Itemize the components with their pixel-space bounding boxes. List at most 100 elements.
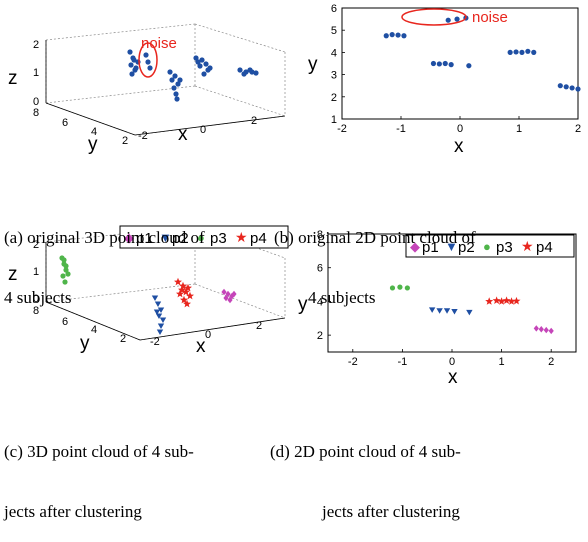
noise-point — [145, 59, 151, 65]
p1-point — [223, 294, 229, 302]
axis-grid-line — [45, 283, 196, 303]
panel-c-points — [59, 255, 237, 335]
legend-p1-label: p1 — [422, 239, 439, 256]
legend-p4-marker: ★ — [235, 229, 248, 245]
data-point — [575, 86, 581, 92]
p4-point — [183, 299, 191, 308]
p4-point — [174, 277, 182, 286]
panel-a-3d-plot: noise 2 1 0 8 6 4 2 -2 0 2 z y x — [8, 23, 286, 155]
x-tick-label: 1 — [516, 123, 522, 135]
data-point — [249, 69, 255, 75]
data-point — [133, 65, 139, 71]
p3-point — [404, 285, 410, 291]
legend-p3-label: p3 — [210, 230, 227, 247]
x-tick-label: -2 — [348, 356, 358, 368]
legend-p4-label: p4 — [536, 239, 553, 256]
p4-point — [179, 281, 187, 290]
data-point — [128, 62, 134, 68]
p1-point — [231, 290, 237, 298]
p1-point — [229, 292, 235, 300]
data-point — [448, 62, 454, 68]
legend-p2-label: p2 — [458, 239, 475, 256]
legend-box — [405, 234, 575, 258]
p3-point — [65, 271, 71, 277]
y-axis-line — [45, 102, 136, 136]
data-point — [442, 60, 448, 67]
caption-d-line1: (d) 2D point cloud of 4 sub- — [270, 442, 461, 461]
data-point — [175, 81, 181, 87]
y-tick-6: 6 — [62, 316, 68, 328]
data-point — [169, 77, 175, 83]
y-tick-label: 5 — [331, 25, 337, 37]
p2-point — [157, 307, 165, 313]
axis-grid-line — [45, 23, 196, 41]
noise-ellipse-2d — [401, 8, 467, 26]
z-axis-label: z — [8, 68, 18, 89]
legend-p4-label: p4 — [250, 230, 267, 247]
noise-label: noise — [141, 35, 177, 52]
x-tick-label: 1 — [499, 356, 505, 368]
legend-p3-label: p3 — [496, 239, 513, 256]
caption-b: (b) original 2D point cloud of 4 subject… — [274, 188, 476, 328]
data-point — [131, 57, 137, 63]
panel-b-ticks: -2 -1 0 1 2 1 2 3 4 5 6 — [331, 3, 581, 135]
axis-grid-line — [45, 85, 196, 104]
panel-d-legend: ◆ p1 ▼ p2 ● p3 ★ p4 — [405, 234, 575, 258]
data-point — [201, 71, 207, 77]
x-axis-label: x — [178, 124, 188, 145]
data-point — [454, 16, 460, 22]
axis-grid-line — [194, 85, 286, 117]
p2-point — [155, 313, 163, 319]
x-tick-label: -1 — [396, 123, 406, 135]
panel-b-2d-plot: -2 -1 0 1 2 1 2 3 4 5 6 noise y x — [308, 3, 581, 157]
y-tick-label: 4 — [317, 296, 323, 308]
x-tick-2: 2 — [256, 320, 262, 332]
p4-point — [186, 291, 194, 300]
z-axis-label: z — [8, 264, 18, 285]
x-tick-label: -1 — [398, 356, 408, 368]
panel-a-axes-box — [45, 23, 286, 136]
caption-a-line2: 4 subjects — [4, 288, 72, 307]
noise-point — [143, 52, 149, 58]
y-tick-4: 4 — [91, 126, 97, 138]
p3-point — [60, 273, 66, 279]
axis-grid-line — [194, 23, 286, 53]
y-tick-label: 1 — [331, 114, 337, 126]
x-axis-label: x — [196, 336, 206, 357]
data-point — [237, 67, 243, 73]
x-axis-label: x — [448, 367, 458, 388]
p4-point — [512, 296, 521, 305]
p2-point — [451, 309, 458, 315]
p4-point — [184, 283, 192, 292]
p3-point — [389, 285, 396, 291]
caption-d-line2: jects after clustering — [322, 502, 460, 521]
data-point — [174, 96, 180, 102]
x-axis-line — [139, 317, 286, 341]
legend-p2-marker: ▼ — [159, 230, 172, 245]
z-tick-2: 2 — [33, 239, 39, 251]
x-tick-label: 0 — [457, 123, 463, 135]
data-point — [563, 84, 569, 90]
y-tick-2: 2 — [120, 333, 126, 345]
z-tick-2: 2 — [33, 39, 39, 51]
p2-point — [156, 329, 164, 335]
y-axis-line — [45, 301, 141, 341]
legend-p2-marker: ▼ — [445, 239, 458, 254]
data-point — [172, 73, 178, 79]
data-point — [197, 63, 203, 69]
legend-p4-marker: ★ — [521, 238, 534, 254]
panel-d-ticks: -2 -1 0 1 2 2 4 6 8 — [317, 229, 554, 368]
x-tick-0: 0 — [205, 329, 211, 341]
caption-a: (a) original 3D point cloud of 4 subject… — [4, 188, 205, 328]
p4-point — [178, 285, 186, 294]
data-point — [127, 49, 133, 55]
p4-point — [182, 287, 190, 296]
p1-point — [543, 326, 549, 334]
y-tick-8: 8 — [33, 107, 39, 119]
data-point — [389, 32, 395, 38]
data-point — [253, 70, 259, 76]
y-tick-4: 4 — [91, 324, 97, 336]
data-point — [557, 83, 563, 89]
p4-point — [497, 297, 506, 305]
axis-grid-line — [194, 283, 286, 319]
